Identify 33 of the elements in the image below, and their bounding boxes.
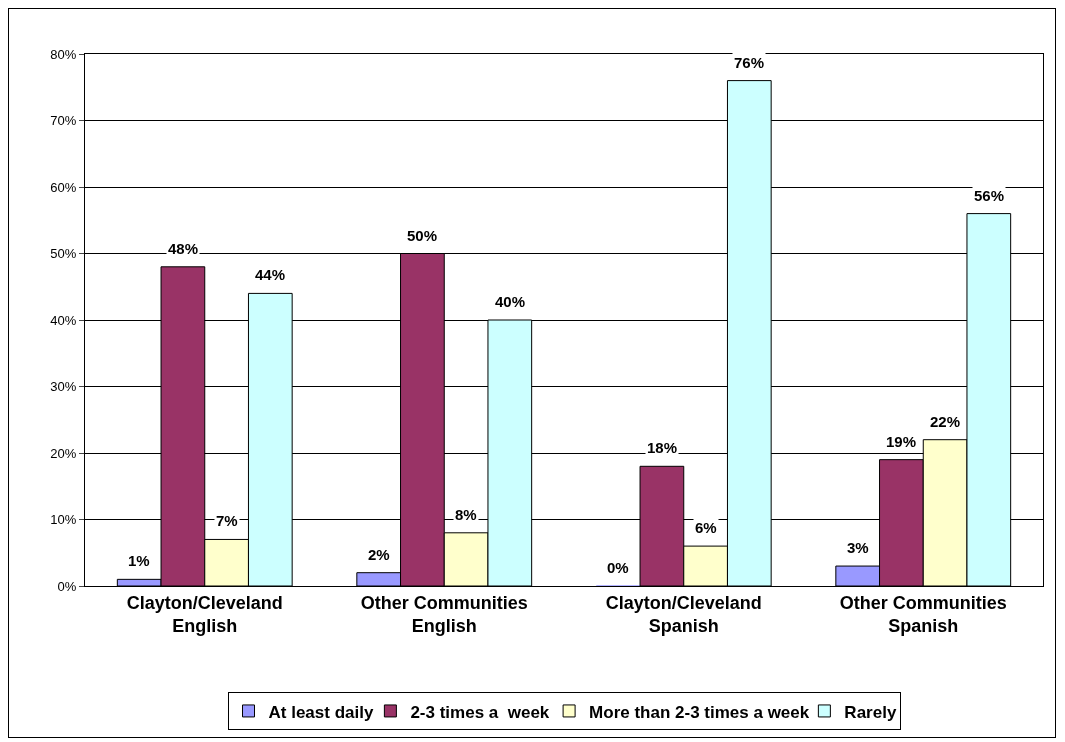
x-tick-label: Other Communities Spanish <box>839 592 1007 636</box>
data-label: 8% <box>455 506 477 523</box>
data-label: 50% <box>407 227 438 244</box>
y-tick-label: 60% <box>50 179 77 195</box>
data-label: 44% <box>255 266 286 283</box>
y-tick-label: 20% <box>50 445 77 461</box>
data-label: 6% <box>695 519 717 536</box>
x-tick-label: Clayton/Cleveland Spanish <box>605 592 762 636</box>
data-label: 76% <box>734 54 765 71</box>
y-tick-label: 50% <box>50 246 77 262</box>
y-tick-label: 10% <box>50 512 77 528</box>
y-tick-label: 70% <box>50 113 77 129</box>
y-tick-label: 0% <box>57 578 77 594</box>
legend-label: Rarely <box>844 702 897 722</box>
data-label: 7% <box>216 512 238 529</box>
data-label: 56% <box>974 187 1005 204</box>
data-label: 22% <box>930 413 961 430</box>
data-label: 18% <box>647 439 678 456</box>
data-label: 3% <box>847 539 869 556</box>
data-label: 0% <box>607 559 629 576</box>
y-tick-label: 30% <box>50 379 77 395</box>
data-label: 40% <box>495 293 526 310</box>
data-label: 2% <box>368 546 390 563</box>
legend-label: At least daily <box>268 702 374 722</box>
y-tick-label: 80% <box>50 46 77 62</box>
legend-label: More than 2-3 times a week <box>589 702 810 722</box>
x-tick-label: Other Communities English <box>360 592 528 636</box>
legend-label: 2-3 times a week <box>410 702 550 722</box>
data-label: 19% <box>886 433 917 450</box>
data-label: 48% <box>168 240 199 257</box>
x-tick-label: Clayton/Cleveland English <box>126 592 283 636</box>
data-label: 1% <box>128 552 150 569</box>
y-tick-label: 40% <box>50 312 77 328</box>
